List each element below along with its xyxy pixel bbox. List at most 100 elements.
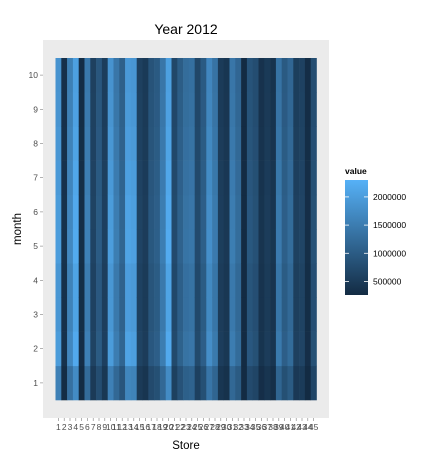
heatmap-cell <box>177 92 184 127</box>
heatmap-cell <box>183 160 190 196</box>
heatmap-cell <box>235 365 242 401</box>
heatmap-cell <box>299 194 306 230</box>
heatmap-cell <box>258 194 265 230</box>
heatmap-cell <box>154 126 161 161</box>
heatmap-cell <box>194 297 201 332</box>
heatmap-cell <box>142 160 149 196</box>
heatmap-cell <box>130 331 137 367</box>
heatmap-cell <box>281 297 288 332</box>
legend-tick-label: 1500000 <box>373 220 406 230</box>
heatmap-cell <box>154 365 161 401</box>
heatmap-cell <box>90 58 97 93</box>
heatmap-cell <box>165 160 172 196</box>
heatmap-cell <box>78 297 85 332</box>
heatmap-cell <box>90 297 97 332</box>
heatmap-cell <box>142 229 149 264</box>
heatmap-cell <box>293 194 300 230</box>
heatmap-cell <box>275 331 282 367</box>
heatmap-cell <box>281 365 288 401</box>
legend-ticks: 500000 1000000 1500000 2000000 <box>345 192 406 286</box>
heatmap-cell <box>299 92 306 127</box>
heatmap-cell <box>183 194 190 230</box>
heatmap-cell <box>217 194 224 230</box>
heatmap-cell <box>78 194 85 230</box>
heatmap-cell <box>275 126 282 161</box>
heatmap-cell <box>165 194 172 230</box>
heatmap-cell <box>61 297 68 332</box>
heatmap-cell <box>217 263 224 298</box>
heatmap-cell <box>258 365 265 401</box>
heatmap-cell <box>130 263 137 298</box>
heatmap-cell <box>148 92 155 127</box>
heatmap-cell <box>200 331 207 367</box>
heatmap-cell <box>119 58 126 93</box>
chart-title: Year 2012 <box>154 21 218 37</box>
heatmap-cell <box>258 92 265 127</box>
heatmap-cell <box>235 126 242 161</box>
heatmap-cell <box>206 58 213 93</box>
heatmap-cell <box>299 263 306 298</box>
heatmap-cell <box>281 160 288 196</box>
heatmap-cell <box>148 297 155 332</box>
heatmap-cell <box>96 160 103 196</box>
heatmap-cell <box>55 92 62 127</box>
heatmap-cell <box>84 331 91 367</box>
heatmap-cell <box>287 194 294 230</box>
heatmap-cell <box>304 229 311 264</box>
heatmap-cell <box>96 229 103 264</box>
heatmap-cell <box>188 58 195 93</box>
heatmap-cell <box>235 194 242 230</box>
heatmap-cell <box>229 229 236 264</box>
x-tick-label: 37 <box>262 422 272 432</box>
x-tick-label: 27 <box>204 422 214 432</box>
heatmap-cell <box>293 160 300 196</box>
heatmap-cell <box>113 194 120 230</box>
heatmap-cell <box>67 194 74 230</box>
x-tick-label: 31 <box>228 422 238 432</box>
heatmap-cell <box>217 58 224 93</box>
heatmap-cell <box>270 92 277 127</box>
heatmap-cell <box>206 160 213 196</box>
heatmap-cell <box>61 263 68 298</box>
heatmap-cell <box>72 297 79 332</box>
heatmap-cell <box>67 229 74 264</box>
heatmap-cell <box>78 263 85 298</box>
heatmap-cell <box>125 331 132 367</box>
heatmap-cell <box>119 229 126 264</box>
heatmap-cell <box>241 263 248 298</box>
heatmap-cell <box>142 58 149 93</box>
heatmap-cell <box>67 126 74 161</box>
heatmap-cell <box>235 229 242 264</box>
x-axis-title: Store <box>172 440 200 452</box>
heatmap-cell <box>171 160 178 196</box>
legend-colorbar <box>345 180 368 295</box>
heatmap-cell <box>84 58 91 93</box>
heatmap-cell <box>159 331 166 367</box>
heatmap-cell <box>206 365 213 401</box>
heatmap-cell <box>183 58 190 93</box>
heatmap-cell <box>154 194 161 230</box>
y-axis-ticks: 1 2 3 4 5 6 7 8 9 10 <box>29 70 43 388</box>
heatmap-cell <box>130 194 137 230</box>
heatmap-cell <box>171 331 178 367</box>
heatmap-cell <box>61 92 68 127</box>
heatmap-cell <box>235 92 242 127</box>
heatmap-cell <box>310 297 317 332</box>
heatmap-cell <box>304 126 311 161</box>
heatmap-cell <box>229 160 236 196</box>
heatmap-cell <box>136 365 143 401</box>
heatmap-cell <box>61 229 68 264</box>
heatmap-cell <box>188 365 195 401</box>
heatmap-cell <box>96 263 103 298</box>
heatmap-cell <box>229 126 236 161</box>
heatmap-cell <box>246 126 253 161</box>
heatmap-cell <box>113 331 120 367</box>
y-tick-label: 5 <box>33 241 38 251</box>
heatmap-cell <box>264 58 271 93</box>
heatmap-cell <box>148 194 155 230</box>
heatmap-cell <box>136 194 143 230</box>
heatmap-cell <box>113 297 120 332</box>
x-tick-label: 43 <box>297 422 307 432</box>
heatmap-cell <box>148 160 155 196</box>
heatmap-cell <box>159 194 166 230</box>
